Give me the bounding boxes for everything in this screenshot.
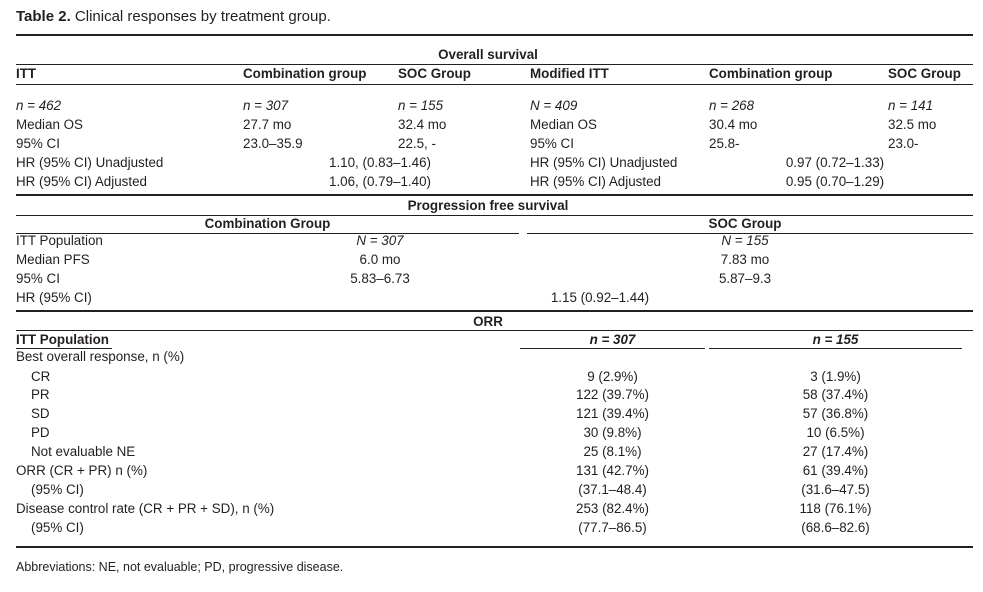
- pfs-header-rule-right: [527, 233, 973, 234]
- pfs-ci-soc: 5.87–9.3: [718, 271, 772, 286]
- os-ci-mcombo: 25.8-: [709, 136, 740, 151]
- orr-row-value-soc: 61 (39.4%): [802, 463, 869, 478]
- orr-header-rule-n2: [709, 348, 962, 349]
- os-median-msoc: 32.5 mo: [888, 117, 937, 132]
- os-ci-msoc: 23.0-: [888, 136, 919, 151]
- os-hr-unadj-mvalue: 0.97 (0.72–1.33): [785, 155, 885, 170]
- os-median-soc: 32.4 mo: [398, 117, 447, 132]
- orr-row-value-soc: (31.6–47.5): [801, 482, 870, 497]
- os-hr-unadj-mlabel: HR (95% CI) Unadjusted: [530, 155, 678, 170]
- os-median-combo: 27.7 mo: [243, 117, 292, 132]
- os-hr-adj-value: 1.06, (0.79–1.40): [329, 174, 431, 189]
- orr-row-value-combo: 30 (9.8%): [583, 425, 642, 440]
- os-title-rule: [16, 64, 973, 65]
- os-header-soc2: SOC Group: [888, 66, 961, 81]
- pfs-header-soc: SOC Group: [708, 216, 782, 231]
- orr-row-value-soc: 118 (76.1%): [799, 501, 872, 516]
- table-caption: Table 2. Clinical responses by treatment…: [16, 9, 331, 24]
- os-n-mitt: N = 409: [530, 98, 578, 113]
- os-hr-unadj-label: HR (95% CI) Unadjusted: [16, 155, 164, 170]
- table-footnote: Abbreviations: NE, not evaluable; PD, pr…: [16, 560, 344, 574]
- table-top-rule: [16, 34, 973, 36]
- orr-row-value-combo: 121 (39.4%): [576, 406, 649, 421]
- orr-row-value-combo: 25 (8.1%): [583, 444, 642, 459]
- orr-row-label: (95% CI): [31, 520, 84, 535]
- os-n-mcombo: n = 268: [709, 98, 755, 113]
- orr-row-label: ORR (CR + PR) n (%): [16, 463, 148, 478]
- orr-header-rule-n1: [520, 348, 705, 349]
- orr-row-label: Best overall response, n (%): [16, 350, 184, 363]
- orr-row-label: SD: [31, 406, 50, 421]
- pfs-pop-combo: N = 307: [356, 233, 404, 248]
- os-header-itt: ITT: [16, 66, 37, 81]
- pfs-top-rule: [16, 194, 973, 196]
- orr-row-value-soc: 57 (36.8%): [802, 406, 869, 421]
- os-ci-combo: 23.0–35.9: [243, 136, 303, 151]
- os-ci-soc: 22.5, -: [398, 136, 436, 151]
- orr-row-label: (95% CI): [31, 482, 84, 497]
- orr-row-value-soc: (68.6–82.6): [801, 520, 870, 535]
- pfs-header-combo: Combination Group: [204, 216, 331, 231]
- orr-header-pop: ITT Population: [16, 332, 109, 347]
- os-median-label: Median OS: [16, 117, 83, 132]
- os-n-itt: n = 462: [16, 98, 62, 113]
- os-header-rule: [16, 84, 973, 85]
- orr-row-label: CR: [31, 369, 51, 384]
- pfs-median-label: Median PFS: [16, 252, 90, 267]
- pfs-ci-combo: 5.83–6.73: [350, 271, 410, 286]
- os-median-mlabel: Median OS: [530, 117, 597, 132]
- orr-row-value-combo: 122 (39.7%): [576, 387, 649, 402]
- orr-title-rule: [16, 330, 973, 331]
- caption-label: Table 2.: [16, 8, 71, 25]
- orr-section-title: ORR: [473, 314, 503, 329]
- os-ci-label: 95% CI: [16, 136, 60, 151]
- orr-header-rule-pop: [16, 348, 112, 349]
- caption-text: Clinical responses by treatment group.: [70, 8, 331, 25]
- pfs-median-combo: 6.0 mo: [359, 252, 401, 267]
- pfs-pop-soc: N = 155: [721, 233, 769, 248]
- os-hr-adj-mvalue: 0.95 (0.70–1.29): [785, 174, 885, 189]
- orr-row-value-combo: 253 (82.4%): [576, 501, 649, 516]
- pfs-title-rule: [16, 215, 973, 216]
- orr-row-label: PD: [31, 425, 50, 440]
- table-bottom-rule: [16, 546, 973, 548]
- orr-row-value-combo: (77.7–86.5): [578, 520, 647, 535]
- orr-row-value-combo: 9 (2.9%): [587, 369, 638, 384]
- orr-row-value-soc: 3 (1.9%): [810, 369, 861, 384]
- os-median-mcombo: 30.4 mo: [709, 117, 758, 132]
- os-n-combo: n = 307: [243, 98, 289, 113]
- os-n-soc: n = 155: [398, 98, 444, 113]
- pfs-ci-label: 95% CI: [16, 271, 60, 286]
- orr-row-label: PR: [31, 387, 50, 402]
- pfs-median-soc: 7.83 mo: [720, 252, 770, 267]
- orr-row-value-soc: 10 (6.5%): [806, 425, 865, 440]
- pfs-pop-label: ITT Population: [16, 233, 103, 248]
- os-section-title: Overall survival: [438, 47, 538, 62]
- orr-row-value-combo: (37.1–48.4): [578, 482, 647, 497]
- os-ci-mlabel: 95% CI: [530, 136, 574, 151]
- os-hr-unadj-value: 1.10, (0.83–1.46): [329, 155, 431, 170]
- pfs-header-rule-left: [16, 233, 519, 234]
- orr-header-n1: n = 307: [589, 332, 636, 347]
- orr-row-value-combo: 131 (42.7%): [576, 463, 649, 478]
- os-header-mitt: Modified ITT: [530, 66, 609, 81]
- os-header-combo2: Combination group: [709, 66, 833, 81]
- orr-top-rule: [16, 310, 973, 312]
- os-n-msoc: n = 141: [888, 98, 934, 113]
- pfs-section-title: Progression free survival: [407, 198, 569, 213]
- os-hr-adj-label: HR (95% CI) Adjusted: [16, 174, 147, 189]
- os-hr-adj-mlabel: HR (95% CI) Adjusted: [530, 174, 661, 189]
- orr-row-value-soc: 27 (17.4%): [802, 444, 869, 459]
- orr-row-label: Disease control rate (CR + PR + SD), n (…: [16, 501, 275, 516]
- orr-row-value-soc: 58 (37.4%): [802, 387, 869, 402]
- pfs-hr-label: HR (95% CI): [16, 290, 92, 305]
- os-header-soc: SOC Group: [398, 66, 471, 81]
- orr-best-response-label: Best overall response, n (%): [16, 349, 185, 364]
- orr-header-n2: n = 155: [812, 332, 859, 347]
- orr-row-label: Not evaluable NE: [31, 444, 136, 459]
- os-header-combo: Combination group: [243, 66, 367, 81]
- pfs-hr-value: 1.15 (0.92–1.44): [550, 290, 650, 305]
